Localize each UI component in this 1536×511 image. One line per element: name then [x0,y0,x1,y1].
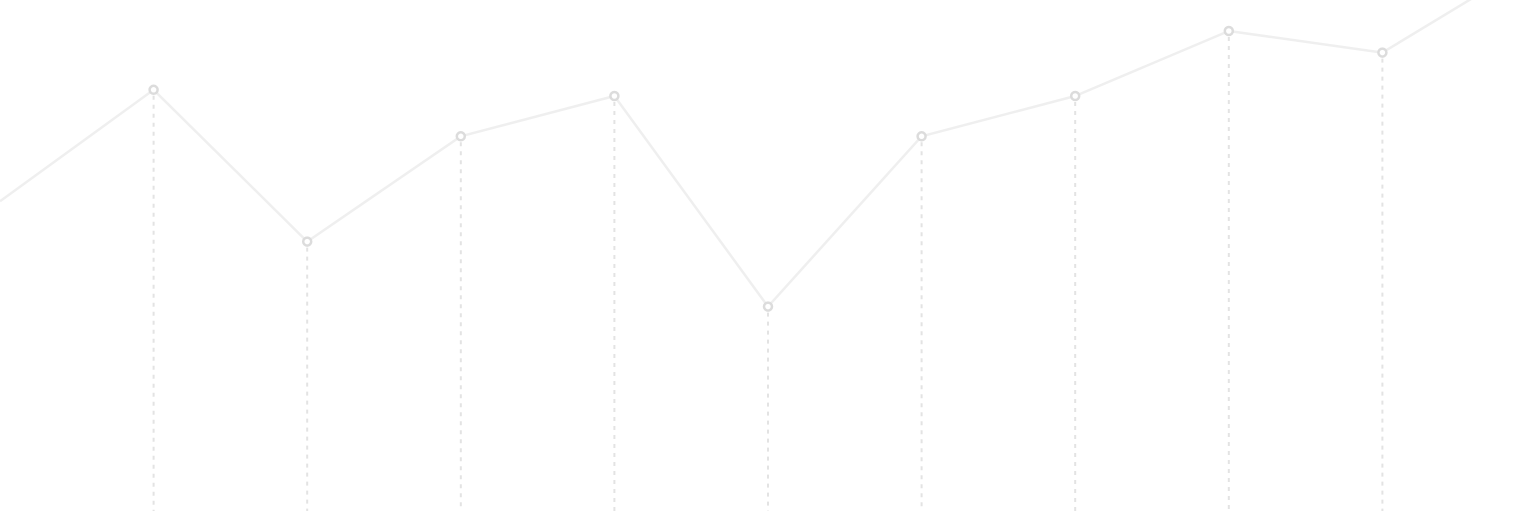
data-point [148,84,159,96]
data-point [916,131,927,142]
series-line [0,0,1472,308]
data-point [1377,47,1388,58]
data-point [609,90,620,102]
data-point [455,131,467,142]
data-point [301,236,313,247]
data-point [1223,25,1235,37]
data-point [762,301,774,312]
data-point [1069,90,1081,102]
drop-lines [152,37,1384,511]
data-points [148,25,1388,312]
